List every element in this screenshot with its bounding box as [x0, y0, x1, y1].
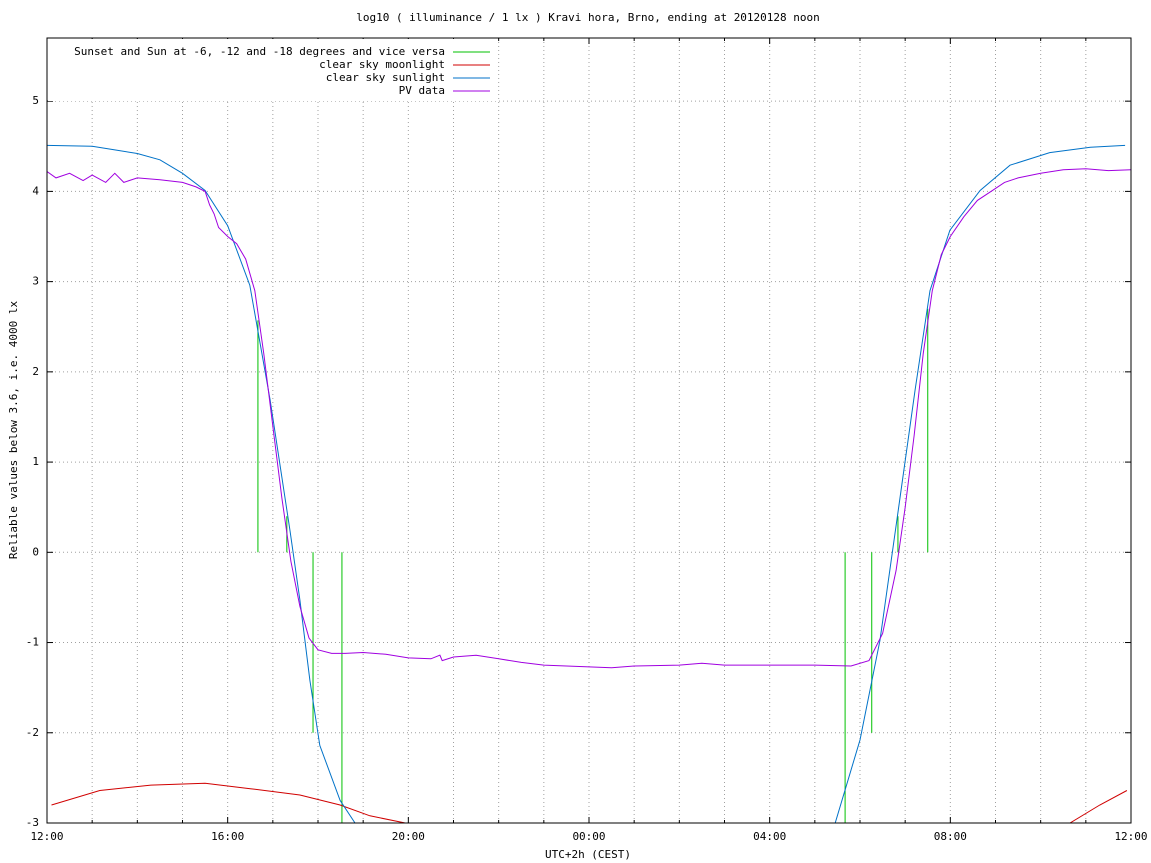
y-tick-label: 5: [32, 94, 39, 107]
y-tick-label: 4: [32, 184, 39, 197]
y-tick-label: 0: [32, 545, 39, 558]
legend: [48, 39, 498, 101]
legend-entries: Sunset and Sun at -6, -12 and -18 degree…: [74, 45, 490, 97]
legend-background: [48, 39, 498, 101]
y-axis-label: Reliable values below 3.6, i.e. 4000 lx: [7, 300, 20, 559]
y-tick-label: 3: [32, 275, 39, 288]
y-tick-label: 2: [32, 365, 39, 378]
y-tick-label: 1: [32, 455, 39, 468]
grid: [46, 38, 1132, 824]
y-tick-label: -2: [26, 726, 39, 739]
legend-label: PV data: [399, 84, 445, 97]
legend-label: clear sky moonlight: [319, 58, 445, 71]
x-tick-label: 16:00: [211, 830, 244, 843]
y-tick-label: -3: [26, 816, 39, 829]
x-tick-label: 12:00: [1114, 830, 1147, 843]
x-axis-label: UTC+2h (CEST): [545, 848, 631, 861]
legend-label: Sunset and Sun at -6, -12 and -18 degree…: [74, 45, 445, 58]
legend-label: clear sky sunlight: [326, 71, 445, 84]
chart-title: log10 ( illuminance / 1 lx ) Kravi hora,…: [356, 11, 820, 24]
x-tick-label: 12:00: [30, 830, 63, 843]
data-line: [51, 782, 1128, 823]
x-tick-label: 20:00: [392, 830, 425, 843]
plot-border: [46, 37, 1132, 824]
x-tick-label: 04:00: [753, 830, 786, 843]
plot-area: [47, 144, 1131, 823]
x-tick-label: 08:00: [934, 830, 967, 843]
x-tick-label: 00:00: [572, 830, 605, 843]
data-line: [47, 168, 1131, 669]
y-tick-label: -1: [26, 636, 39, 649]
